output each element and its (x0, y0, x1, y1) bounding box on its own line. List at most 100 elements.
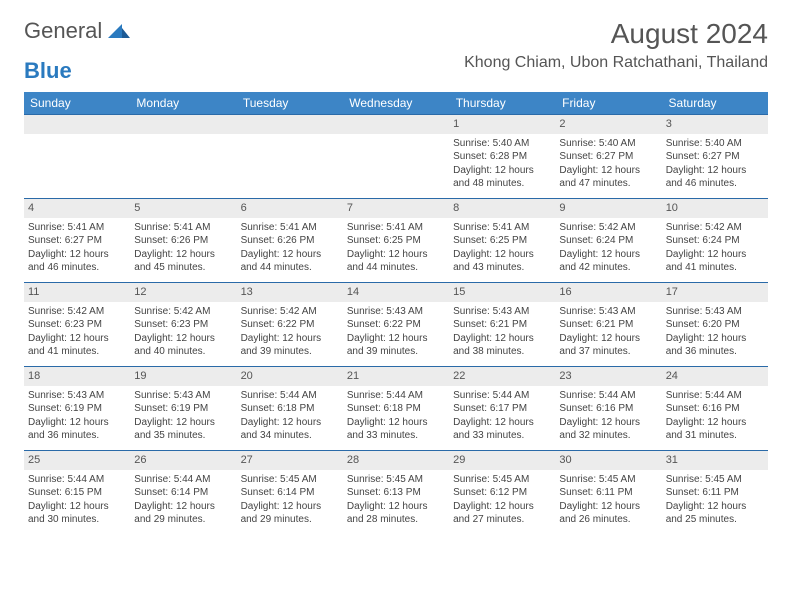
day-cell: 6Sunrise: 5:41 AMSunset: 6:26 PMDaylight… (237, 198, 343, 282)
weeks-container: 1Sunrise: 5:40 AMSunset: 6:28 PMDaylight… (24, 114, 768, 534)
daylight-line: Daylight: 12 hours and 30 minutes. (28, 500, 126, 527)
sunset-line: Sunset: 6:27 PM (28, 234, 126, 248)
sunrise-line: Sunrise: 5:45 AM (666, 473, 764, 487)
sunset-line: Sunset: 6:27 PM (559, 150, 657, 164)
weekday-header-cell: Monday (130, 92, 236, 114)
day-number: 27 (237, 450, 343, 470)
sunset-line: Sunset: 6:19 PM (28, 402, 126, 416)
sunrise-line: Sunrise: 5:44 AM (241, 389, 339, 403)
day-cell: 8Sunrise: 5:41 AMSunset: 6:25 PMDaylight… (449, 198, 555, 282)
sunrise-line: Sunrise: 5:44 AM (559, 389, 657, 403)
week-row: 18Sunrise: 5:43 AMSunset: 6:19 PMDayligh… (24, 366, 768, 450)
sunset-line: Sunset: 6:28 PM (453, 150, 551, 164)
weekday-header-row: SundayMondayTuesdayWednesdayThursdayFrid… (24, 92, 768, 114)
day-number: 12 (130, 282, 236, 302)
sunrise-line: Sunrise: 5:42 AM (28, 305, 126, 319)
calendar-grid: SundayMondayTuesdayWednesdayThursdayFrid… (24, 92, 768, 534)
day-number: 20 (237, 366, 343, 386)
day-cell: 17Sunrise: 5:43 AMSunset: 6:20 PMDayligh… (662, 282, 768, 366)
day-cell: 2Sunrise: 5:40 AMSunset: 6:27 PMDaylight… (555, 114, 661, 198)
day-cell: 18Sunrise: 5:43 AMSunset: 6:19 PMDayligh… (24, 366, 130, 450)
daylight-line: Daylight: 12 hours and 31 minutes. (666, 416, 764, 443)
sunset-line: Sunset: 6:21 PM (453, 318, 551, 332)
daylight-line: Daylight: 12 hours and 34 minutes. (241, 416, 339, 443)
daylight-line: Daylight: 12 hours and 42 minutes. (559, 248, 657, 275)
daylight-line: Daylight: 12 hours and 47 minutes. (559, 164, 657, 191)
day-cell: 14Sunrise: 5:43 AMSunset: 6:22 PMDayligh… (343, 282, 449, 366)
sunset-line: Sunset: 6:19 PM (134, 402, 232, 416)
day-number: 4 (24, 198, 130, 218)
daylight-line: Daylight: 12 hours and 32 minutes. (559, 416, 657, 443)
day-cell (343, 114, 449, 198)
sunrise-line: Sunrise: 5:40 AM (559, 137, 657, 151)
weekday-header-cell: Thursday (450, 92, 556, 114)
day-cell: 1Sunrise: 5:40 AMSunset: 6:28 PMDaylight… (449, 114, 555, 198)
day-cell: 24Sunrise: 5:44 AMSunset: 6:16 PMDayligh… (662, 366, 768, 450)
day-cell: 30Sunrise: 5:45 AMSunset: 6:11 PMDayligh… (555, 450, 661, 534)
sunrise-line: Sunrise: 5:41 AM (453, 221, 551, 235)
day-number: 3 (662, 114, 768, 134)
logo: General (24, 18, 132, 44)
weekday-header-cell: Friday (556, 92, 662, 114)
sunset-line: Sunset: 6:24 PM (666, 234, 764, 248)
sunrise-line: Sunrise: 5:45 AM (241, 473, 339, 487)
daylight-line: Daylight: 12 hours and 27 minutes. (453, 500, 551, 527)
daylight-line: Daylight: 12 hours and 36 minutes. (666, 332, 764, 359)
day-number: 6 (237, 198, 343, 218)
day-cell: 26Sunrise: 5:44 AMSunset: 6:14 PMDayligh… (130, 450, 236, 534)
day-cell: 28Sunrise: 5:45 AMSunset: 6:13 PMDayligh… (343, 450, 449, 534)
day-number: 22 (449, 366, 555, 386)
sunset-line: Sunset: 6:14 PM (241, 486, 339, 500)
day-number: 29 (449, 450, 555, 470)
day-cell (237, 114, 343, 198)
day-number: 1 (449, 114, 555, 134)
sunset-line: Sunset: 6:13 PM (347, 486, 445, 500)
daylight-line: Daylight: 12 hours and 45 minutes. (134, 248, 232, 275)
week-row: 4Sunrise: 5:41 AMSunset: 6:27 PMDaylight… (24, 198, 768, 282)
daylight-line: Daylight: 12 hours and 46 minutes. (28, 248, 126, 275)
day-cell: 4Sunrise: 5:41 AMSunset: 6:27 PMDaylight… (24, 198, 130, 282)
sunrise-line: Sunrise: 5:43 AM (666, 305, 764, 319)
daylight-line: Daylight: 12 hours and 41 minutes. (666, 248, 764, 275)
sunset-line: Sunset: 6:16 PM (559, 402, 657, 416)
sunset-line: Sunset: 6:11 PM (666, 486, 764, 500)
day-number: 8 (449, 198, 555, 218)
sunrise-line: Sunrise: 5:42 AM (241, 305, 339, 319)
day-number: 26 (130, 450, 236, 470)
sunset-line: Sunset: 6:24 PM (559, 234, 657, 248)
day-number: 18 (24, 366, 130, 386)
sunrise-line: Sunrise: 5:43 AM (28, 389, 126, 403)
day-number: 24 (662, 366, 768, 386)
day-number (343, 114, 449, 134)
daylight-line: Daylight: 12 hours and 26 minutes. (559, 500, 657, 527)
daylight-line: Daylight: 12 hours and 39 minutes. (347, 332, 445, 359)
logo-text-general: General (24, 18, 102, 44)
day-number: 14 (343, 282, 449, 302)
daylight-line: Daylight: 12 hours and 40 minutes. (134, 332, 232, 359)
daylight-line: Daylight: 12 hours and 43 minutes. (453, 248, 551, 275)
day-cell: 19Sunrise: 5:43 AMSunset: 6:19 PMDayligh… (130, 366, 236, 450)
day-cell (130, 114, 236, 198)
sunset-line: Sunset: 6:15 PM (28, 486, 126, 500)
sunrise-line: Sunrise: 5:45 AM (347, 473, 445, 487)
day-cell: 29Sunrise: 5:45 AMSunset: 6:12 PMDayligh… (449, 450, 555, 534)
day-cell: 31Sunrise: 5:45 AMSunset: 6:11 PMDayligh… (662, 450, 768, 534)
week-row: 11Sunrise: 5:42 AMSunset: 6:23 PMDayligh… (24, 282, 768, 366)
sunrise-line: Sunrise: 5:42 AM (666, 221, 764, 235)
day-number: 11 (24, 282, 130, 302)
sunrise-line: Sunrise: 5:44 AM (666, 389, 764, 403)
daylight-line: Daylight: 12 hours and 29 minutes. (241, 500, 339, 527)
sunset-line: Sunset: 6:18 PM (347, 402, 445, 416)
day-number: 25 (24, 450, 130, 470)
sunset-line: Sunset: 6:27 PM (666, 150, 764, 164)
day-number (24, 114, 130, 134)
day-cell: 3Sunrise: 5:40 AMSunset: 6:27 PMDaylight… (662, 114, 768, 198)
sunrise-line: Sunrise: 5:41 AM (134, 221, 232, 235)
daylight-line: Daylight: 12 hours and 41 minutes. (28, 332, 126, 359)
daylight-line: Daylight: 12 hours and 44 minutes. (347, 248, 445, 275)
daylight-line: Daylight: 12 hours and 48 minutes. (453, 164, 551, 191)
day-cell: 25Sunrise: 5:44 AMSunset: 6:15 PMDayligh… (24, 450, 130, 534)
day-number: 31 (662, 450, 768, 470)
day-cell: 20Sunrise: 5:44 AMSunset: 6:18 PMDayligh… (237, 366, 343, 450)
day-number: 21 (343, 366, 449, 386)
